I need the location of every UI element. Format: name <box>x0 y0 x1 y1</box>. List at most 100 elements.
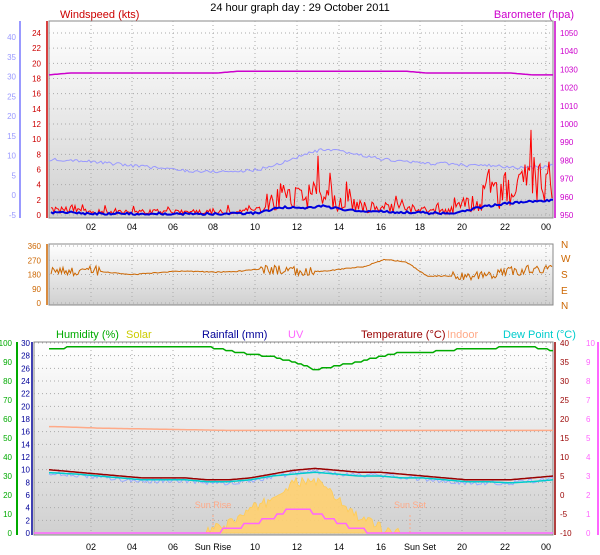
y-tick-label-rain: 2 <box>26 516 31 525</box>
x-tick-label-lower: 22 <box>500 542 510 552</box>
y-tick-label-humidity: 50 <box>3 434 12 443</box>
x-tick-label: 04 <box>127 222 137 232</box>
x-tick-label: 20 <box>457 222 467 232</box>
barometer-line <box>48 70 553 76</box>
legend-temperature: Temperature (°C) <box>361 329 445 341</box>
wind-baro-panel: Windspeed (kts) Barometer (hpa) <box>48 9 574 219</box>
x-tick-label: 02 <box>86 222 96 232</box>
y-tick-label-baro: 1040 <box>560 47 578 56</box>
y-tick-label-rain: 12 <box>21 453 30 462</box>
y-tick-label-temperature: 0 <box>560 491 565 500</box>
y-tick-label-rain: 8 <box>26 478 31 487</box>
y-tick-label-wind: 10 <box>32 135 41 144</box>
y-tick-label-uv: 0 <box>586 529 591 538</box>
y-tick-label-rain: 6 <box>26 491 31 500</box>
uv-line <box>34 508 553 534</box>
y-tick-label-wind: 22 <box>32 44 41 53</box>
y-tick-label-outer: 40 <box>7 33 16 42</box>
y-tick-label-outer: 20 <box>7 112 16 121</box>
y-tick-label-temperature: 10 <box>560 453 569 462</box>
y-tick-label-outer: -5 <box>9 211 17 220</box>
humidity-line <box>49 346 553 371</box>
y-tick-label-rain: 28 <box>21 352 30 361</box>
y-tick-label-humidity: 70 <box>3 396 12 405</box>
compass-label: S <box>561 270 568 281</box>
y-tick-label-direction: 90 <box>32 285 41 294</box>
y-tick-label-uv: 1 <box>586 510 591 519</box>
x-tick-label: 22 <box>500 222 510 232</box>
y-tick-label-temperature: 40 <box>560 339 569 348</box>
legend-rainfall: Rainfall (mm) <box>202 329 267 341</box>
y-tick-label-outer: 35 <box>7 53 16 62</box>
y-tick-label-rain: 10 <box>21 466 30 475</box>
legend-humidity: Humidity (%) <box>56 329 119 341</box>
y-tick-label-humidity: 40 <box>3 453 12 462</box>
x-tick-label-lower: 10 <box>250 542 260 552</box>
y-tick-label-outer: 0 <box>12 191 17 200</box>
y-tick-label-wind: 20 <box>32 59 41 68</box>
y-tick-label-wind: 16 <box>32 90 41 99</box>
x-tick-label: 10 <box>250 222 260 232</box>
x-tick-label-lower: 04 <box>127 542 137 552</box>
y-tick-label-baro: 1020 <box>560 84 578 93</box>
x-tick-label-lower: 20 <box>457 542 467 552</box>
y-tick-label-baro: 1050 <box>560 29 578 38</box>
x-tick-label-lower: Sun Rise <box>195 542 232 552</box>
legend-uv: UV <box>288 329 304 341</box>
y-tick-label-rain: 18 <box>21 415 30 424</box>
y-tick-label-uv: 9 <box>586 358 591 367</box>
y-tick-label-temperature: 5 <box>560 472 565 481</box>
y-tick-label-temperature: -10 <box>560 529 572 538</box>
y-tick-label-outer: 25 <box>7 92 16 101</box>
x-tick-label-lower: 00 <box>541 542 551 552</box>
page-title: 24 hour graph day : 29 October 2011 <box>210 2 390 14</box>
y-tick-label-baro: 960 <box>560 193 574 202</box>
x-tick-label-lower: 16 <box>376 542 386 552</box>
y-tick-label-humidity: 100 <box>0 339 13 348</box>
compass-label: W <box>561 254 571 265</box>
y-tick-label-wind: 18 <box>32 75 41 84</box>
y-tick-label-wind: 8 <box>37 150 42 159</box>
y-tick-label-baro: 1000 <box>560 120 578 129</box>
y-tick-label-baro: 1010 <box>560 102 578 111</box>
y-tick-label-rain: 14 <box>21 440 30 449</box>
y-tick-label-rain: 22 <box>21 390 30 399</box>
x-tick-label-lower: Sun Set <box>404 542 437 552</box>
temperature-line <box>48 467 554 481</box>
y-tick-label-rain: 26 <box>21 364 30 373</box>
sunrise-label: Sun Rise <box>195 500 232 510</box>
y-tick-label-baro: 980 <box>560 156 574 165</box>
y-tick-label-uv: 4 <box>586 453 591 462</box>
y-tick-label-humidity: 20 <box>3 491 12 500</box>
x-tick-label: 08 <box>208 222 218 232</box>
y-tick-label-humidity: 30 <box>3 472 12 481</box>
compass-label: N <box>561 301 568 312</box>
compass-label: N <box>561 240 568 251</box>
y-tick-label-wind: 12 <box>32 120 41 129</box>
y-tick-label-wind: 24 <box>32 29 41 38</box>
direction-line <box>50 258 553 282</box>
y-tick-label-rain: 24 <box>21 377 30 386</box>
x-tick-label: 18 <box>415 222 425 232</box>
compass-label: E <box>561 286 568 297</box>
x-tick-label-lower: 14 <box>334 542 344 552</box>
y-tick-label-uv: 10 <box>586 339 595 348</box>
y-tick-label-direction: 360 <box>28 242 42 251</box>
y-tick-label-wind: 14 <box>32 105 41 114</box>
y-tick-label-temperature: 30 <box>560 377 569 386</box>
x-tick-label: 14 <box>334 222 344 232</box>
x-tick-label-lower: 12 <box>292 542 302 552</box>
y-tick-label-wind: 2 <box>37 196 42 205</box>
legend-indoor: Indoor <box>447 329 479 341</box>
y-tick-label-temperature: 25 <box>560 396 569 405</box>
legend-windspeed: Windspeed (kts) <box>60 9 139 21</box>
y-tick-label-direction: 0 <box>37 299 42 308</box>
y-tick-label-uv: 5 <box>586 434 591 443</box>
y-tick-label-wind: 4 <box>37 181 42 190</box>
y-tick-label-humidity: 60 <box>3 415 12 424</box>
legend-barometer: Barometer (hpa) <box>494 9 574 21</box>
y-tick-label-baro: 1030 <box>560 65 578 74</box>
y-tick-label-outer: 10 <box>7 152 16 161</box>
y-tick-label-wind: 6 <box>37 166 42 175</box>
